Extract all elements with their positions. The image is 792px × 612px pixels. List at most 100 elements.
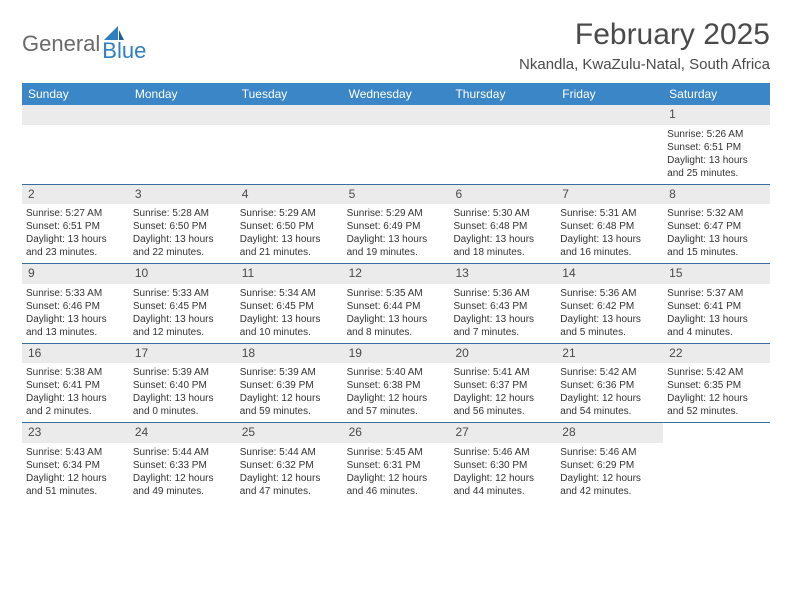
- sunset-text: Sunset: 6:38 PM: [347, 379, 446, 392]
- calendar-day-cell: [663, 423, 770, 502]
- calendar-day-cell: 6Sunrise: 5:30 AMSunset: 6:48 PMDaylight…: [449, 185, 556, 264]
- calendar-day-cell: 5 Sunrise: 5:29 AMSunset: 6:49 PMDaylight…: [343, 185, 450, 264]
- sunrise-text: Sunrise: 5:36 AM: [453, 287, 552, 300]
- sunrise-text: Sunrise: 5:38 AM: [26, 366, 125, 379]
- sunset-text: Sunset: 6:47 PM: [667, 220, 766, 233]
- calendar-day-cell: 20Sunrise: 5:41 AMSunset: 6:37 PMDayligh…: [449, 344, 556, 423]
- calendar-week-row: 16Sunrise: 5:38 AMSunset: 6:41 PMDayligh…: [22, 343, 770, 423]
- sunrise-text: Sunrise: 5:32 AM: [667, 207, 766, 220]
- day-number: 9: [22, 264, 129, 284]
- daylight-text: and 59 minutes.: [240, 405, 339, 418]
- daylight-text: and 52 minutes.: [667, 405, 766, 418]
- daylight-text: and 0 minutes.: [133, 405, 232, 418]
- daylight-text: and 12 minutes.: [133, 326, 232, 339]
- day-number: 7: [556, 185, 663, 205]
- day-number: 13: [449, 264, 556, 284]
- sunset-text: Sunset: 6:35 PM: [667, 379, 766, 392]
- sunrise-text: Sunrise: 5:41 AM: [453, 366, 552, 379]
- daylight-text: and 21 minutes.: [240, 246, 339, 259]
- daylight-text: Daylight: 12 hours: [240, 472, 339, 485]
- sunrise-text: Sunrise: 5:42 AM: [667, 366, 766, 379]
- dow-tuesday: Tuesday: [236, 83, 343, 105]
- calendar-day-cell: 17Sunrise: 5:39 AMSunset: 6:40 PMDayligh…: [129, 344, 236, 423]
- day-number: 25: [236, 423, 343, 443]
- sunset-text: Sunset: 6:45 PM: [240, 300, 339, 313]
- day-of-week-header: Sunday Monday Tuesday Wednesday Thursday…: [22, 83, 770, 105]
- daylight-text: Daylight: 13 hours: [667, 313, 766, 326]
- daylight-text: Daylight: 13 hours: [347, 233, 446, 246]
- daylight-text: Daylight: 13 hours: [240, 233, 339, 246]
- daylight-text: and 54 minutes.: [560, 405, 659, 418]
- daylight-text: Daylight: 12 hours: [133, 472, 232, 485]
- daylight-text: and 2 minutes.: [26, 405, 125, 418]
- day-number: [556, 105, 663, 125]
- calendar-day-cell: 24Sunrise: 5:44 AMSunset: 6:33 PMDayligh…: [129, 423, 236, 502]
- daylight-text: and 22 minutes.: [133, 246, 232, 259]
- daylight-text: Daylight: 13 hours: [26, 313, 125, 326]
- calendar-day-cell: 21Sunrise: 5:42 AMSunset: 6:36 PMDayligh…: [556, 344, 663, 423]
- sunset-text: Sunset: 6:46 PM: [26, 300, 125, 313]
- calendar-day-cell: 3Sunrise: 5:28 AMSunset: 6:50 PMDaylight…: [129, 185, 236, 264]
- calendar-day-cell: 23Sunrise: 5:43 AMSunset: 6:34 PMDayligh…: [22, 423, 129, 502]
- day-number: 4: [236, 185, 343, 205]
- daylight-text: Daylight: 12 hours: [453, 472, 552, 485]
- calendar-day-cell: 28Sunrise: 5:46 AMSunset: 6:29 PMDayligh…: [556, 423, 663, 502]
- sunrise-text: Sunrise: 5:43 AM: [26, 446, 125, 459]
- calendar-day-cell: 1Sunrise: 5:26 AMSunset: 6:51 PMDaylight…: [663, 105, 770, 184]
- daylight-text: Daylight: 13 hours: [133, 233, 232, 246]
- sunrise-text: Sunrise: 5:33 AM: [26, 287, 125, 300]
- daylight-text: and 4 minutes.: [667, 326, 766, 339]
- calendar-day-cell: 10Sunrise: 5:33 AMSunset: 6:45 PMDayligh…: [129, 264, 236, 343]
- calendar-day-cell: 11Sunrise: 5:34 AMSunset: 6:45 PMDayligh…: [236, 264, 343, 343]
- day-number: 27: [449, 423, 556, 443]
- sunrise-text: Sunrise: 5:37 AM: [667, 287, 766, 300]
- day-number: 21: [556, 344, 663, 364]
- sunrise-text: Sunrise: 5:29 AM: [347, 207, 446, 220]
- daylight-text: Daylight: 13 hours: [26, 392, 125, 405]
- daylight-text: and 18 minutes.: [453, 246, 552, 259]
- dow-wednesday: Wednesday: [343, 83, 450, 105]
- sunset-text: Sunset: 6:49 PM: [347, 220, 446, 233]
- daylight-text: and 25 minutes.: [667, 167, 766, 180]
- calendar-day-cell: [236, 105, 343, 184]
- sunset-text: Sunset: 6:31 PM: [347, 459, 446, 472]
- sunset-text: Sunset: 6:50 PM: [240, 220, 339, 233]
- day-number: 11: [236, 264, 343, 284]
- dow-monday: Monday: [129, 83, 236, 105]
- dow-friday: Friday: [556, 83, 663, 105]
- sunset-text: Sunset: 6:43 PM: [453, 300, 552, 313]
- day-number: 5: [343, 185, 450, 205]
- daylight-text: Daylight: 12 hours: [347, 392, 446, 405]
- sunset-text: Sunset: 6:48 PM: [560, 220, 659, 233]
- daylight-text: and 7 minutes.: [453, 326, 552, 339]
- day-number: [129, 105, 236, 125]
- day-number: 10: [129, 264, 236, 284]
- daylight-text: and 23 minutes.: [26, 246, 125, 259]
- daylight-text: and 49 minutes.: [133, 485, 232, 498]
- calendar-week-row: 23Sunrise: 5:43 AMSunset: 6:34 PMDayligh…: [22, 422, 770, 502]
- day-number: 24: [129, 423, 236, 443]
- sunset-text: Sunset: 6:37 PM: [453, 379, 552, 392]
- sunrise-text: Sunrise: 5:45 AM: [347, 446, 446, 459]
- sunset-text: Sunset: 6:51 PM: [667, 141, 766, 154]
- day-number: 23: [22, 423, 129, 443]
- calendar-day-cell: 22Sunrise: 5:42 AMSunset: 6:35 PMDayligh…: [663, 344, 770, 423]
- calendar-day-cell: 25Sunrise: 5:44 AMSunset: 6:32 PMDayligh…: [236, 423, 343, 502]
- day-number: [22, 105, 129, 125]
- daylight-text: Daylight: 13 hours: [240, 313, 339, 326]
- calendar-day-cell: 19Sunrise: 5:40 AMSunset: 6:38 PMDayligh…: [343, 344, 450, 423]
- calendar-day-cell: 26Sunrise: 5:45 AMSunset: 6:31 PMDayligh…: [343, 423, 450, 502]
- logo-word-general: General: [22, 33, 100, 55]
- sunset-text: Sunset: 6:45 PM: [133, 300, 232, 313]
- daylight-text: and 16 minutes.: [560, 246, 659, 259]
- daylight-text: Daylight: 13 hours: [133, 392, 232, 405]
- daylight-text: Daylight: 13 hours: [667, 233, 766, 246]
- day-number: 16: [22, 344, 129, 364]
- daylight-text: Daylight: 12 hours: [347, 472, 446, 485]
- calendar-week-row: 9Sunrise: 5:33 AMSunset: 6:46 PMDaylight…: [22, 263, 770, 343]
- calendar-week-row: 1Sunrise: 5:26 AMSunset: 6:51 PMDaylight…: [22, 105, 770, 184]
- calendar-day-cell: 14Sunrise: 5:36 AMSunset: 6:42 PMDayligh…: [556, 264, 663, 343]
- day-number: 15: [663, 264, 770, 284]
- sunset-text: Sunset: 6:40 PM: [133, 379, 232, 392]
- calendar-day-cell: [343, 105, 450, 184]
